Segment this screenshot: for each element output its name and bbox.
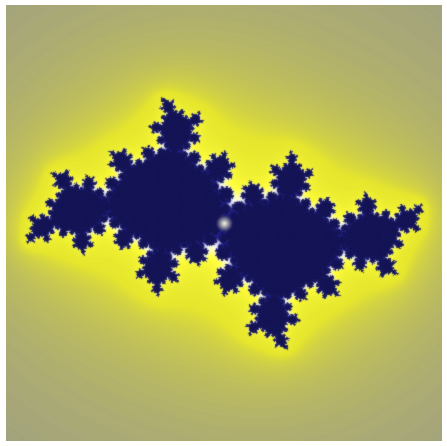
fractal-image [6,5,442,441]
fractal-render [6,5,442,441]
